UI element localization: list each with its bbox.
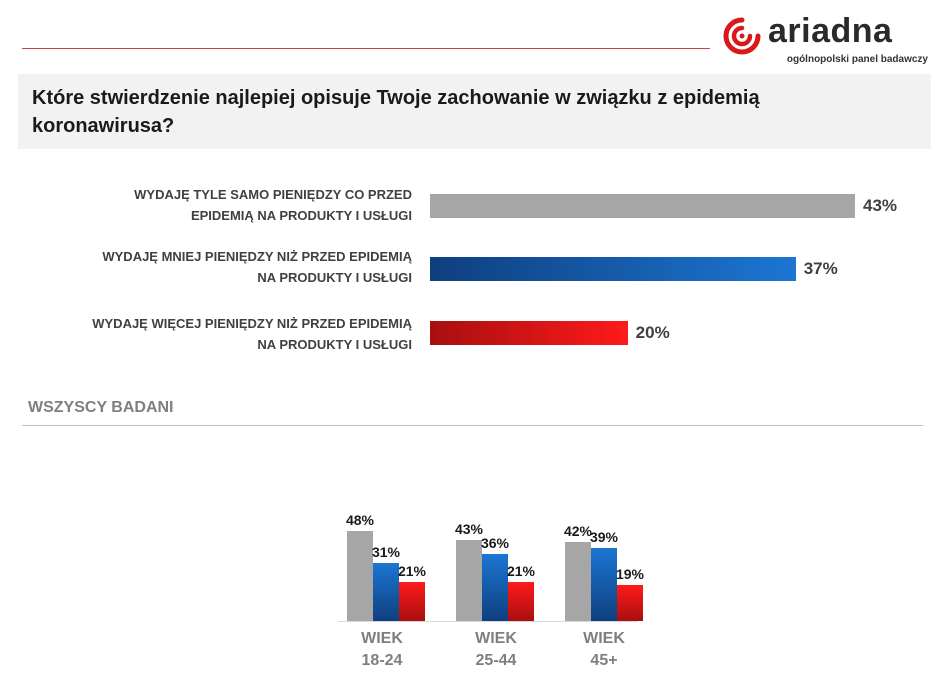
group-label-25-44: WIEK 25-44 xyxy=(456,628,536,672)
spiral-logo-icon xyxy=(723,17,761,55)
column-chart: WIEK 18-24 WIEK 25-44 WIEK 45+ 48% 43% 42%… xyxy=(320,495,644,690)
header-rule xyxy=(22,48,710,49)
column-value-less: 36% xyxy=(480,534,510,551)
hbar-same xyxy=(430,194,855,218)
column-bar-same xyxy=(456,540,482,621)
section-rule xyxy=(22,425,923,426)
question-box: Które stwierdzenie najlepiej opisuje Two… xyxy=(18,74,931,149)
column-value-same: 42% xyxy=(563,523,593,540)
column-bar-less xyxy=(591,547,617,621)
hbar-label-line: WYDAJĘ TYLE SAMO PIENIĘDZY CO PRZED xyxy=(134,187,412,202)
hbar-label-less: WYDAJĘ MNIEJ PIENIĘDZY NIŻ PRZED EPIDEMI… xyxy=(0,246,412,288)
column-bar-less xyxy=(373,562,399,621)
column-bar-more xyxy=(508,581,534,621)
column-bar-more xyxy=(399,581,425,621)
hbar-label-same: WYDAJĘ TYLE SAMO PIENIĘDZY CO PRZED EPID… xyxy=(0,184,412,226)
ariadna-logo: ariadna ogólnopolski panel badawczy xyxy=(722,12,934,68)
hbar-more xyxy=(430,321,628,345)
hbar-value-less: 37% xyxy=(803,259,838,278)
column-value-less: 31% xyxy=(371,543,401,560)
group-label-line: 25-44 xyxy=(475,652,517,669)
column-value-more: 19% xyxy=(615,566,645,583)
group-label-line: 45+ xyxy=(590,652,618,669)
column-bar-same xyxy=(565,542,591,621)
logo-wordmark: ariadna xyxy=(768,12,893,50)
column-baseline xyxy=(338,621,638,622)
group-label-line: 18-24 xyxy=(361,652,403,669)
question-line-2: koronawirusa? xyxy=(32,115,175,137)
group-label-line: WIEK xyxy=(583,630,625,647)
hbar-label-line: WYDAJĘ WIĘCEJ PIENIĘDZY NIŻ PRZED EPIDEM… xyxy=(92,316,412,331)
question-line-1: Które stwierdzenie najlepiej opisuje Two… xyxy=(32,87,760,109)
group-label-45-plus: WIEK 45+ xyxy=(564,628,644,672)
hbar-value-same: 43% xyxy=(863,196,898,215)
column-bar-same xyxy=(347,531,373,621)
hbar-label-line: WYDAJĘ MNIEJ PIENIĘDZY NIŻ PRZED EPIDEMI… xyxy=(102,249,412,264)
group-label-18-24: WIEK 18-24 xyxy=(342,628,422,672)
column-value-less: 39% xyxy=(589,528,619,545)
group-label-line: WIEK xyxy=(361,630,403,647)
column-value-more: 21% xyxy=(506,562,536,579)
column-bar-more xyxy=(617,585,643,621)
section-title: WSZYSCY BADANI xyxy=(28,399,174,416)
hbar-label-line: NA PRODUKTY I USŁUGI xyxy=(257,337,412,352)
column-bar-less xyxy=(482,553,508,621)
hbar-value-more: 20% xyxy=(635,323,670,342)
hbar-label-more: WYDAJĘ WIĘCEJ PIENIĘDZY NIŻ PRZED EPIDEM… xyxy=(0,313,412,355)
hbar-label-line: EPIDEMIĄ NA PRODUKTY I USŁUGI xyxy=(190,208,412,223)
column-value-more: 21% xyxy=(397,562,427,579)
logo-tagline: ogólnopolski panel badawczy xyxy=(786,54,928,65)
hbar-less xyxy=(430,257,796,281)
hbar-label-line: NA PRODUKTY I USŁUGI xyxy=(257,270,412,285)
column-value-same: 48% xyxy=(345,512,375,528)
group-label-line: WIEK xyxy=(475,630,517,647)
column-value-same: 43% xyxy=(454,521,484,538)
